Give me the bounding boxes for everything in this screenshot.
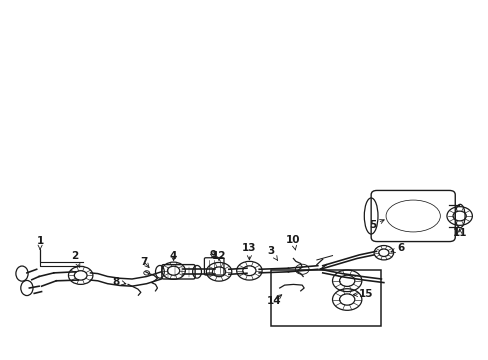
Text: 2: 2	[71, 251, 80, 267]
Bar	[271, 270, 381, 326]
Text: 8: 8	[113, 276, 125, 287]
Text: 9: 9	[209, 250, 216, 260]
Text: 3: 3	[267, 246, 277, 260]
Text: 15: 15	[353, 289, 372, 300]
Text: 11: 11	[451, 228, 466, 238]
Text: 5: 5	[368, 220, 384, 230]
Text: 10: 10	[285, 235, 300, 250]
Text: 13: 13	[242, 243, 256, 260]
Text: 6: 6	[390, 243, 404, 253]
Text: 1: 1	[37, 236, 43, 249]
Text: 12: 12	[211, 251, 226, 261]
Text: 4: 4	[169, 251, 177, 261]
Text: 7: 7	[140, 257, 149, 267]
Text: 14: 14	[266, 295, 281, 306]
